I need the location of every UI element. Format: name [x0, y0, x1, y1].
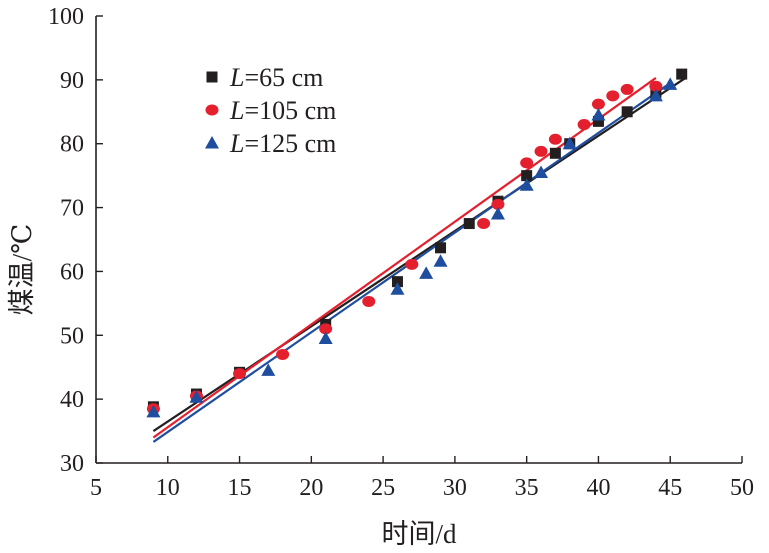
y-axis-title: 煤温/℃	[7, 224, 37, 316]
data-point-circle	[362, 295, 376, 307]
data-point-triangle	[663, 77, 678, 90]
data-point-triangle	[534, 165, 549, 178]
x-tick-label: 45	[658, 475, 682, 501]
legend-marker-square	[206, 71, 218, 83]
x-tick-label: 15	[228, 475, 252, 501]
data-point-circle	[491, 198, 505, 210]
data-point-circle	[534, 145, 548, 157]
data-point-triangle	[318, 331, 333, 344]
x-tick-label: 25	[371, 475, 395, 501]
data-point-triangle	[390, 282, 405, 295]
x-tick-label: 30	[443, 475, 467, 501]
x-tick-label: 10	[156, 475, 180, 501]
data-point-circle	[577, 119, 591, 131]
axes: 5 10 15 20 25 30 35 40 45 50 30 40 50 60 70 80 90 100	[48, 4, 754, 501]
x-tick-label: 35	[515, 475, 539, 501]
y-tick-label: 60	[60, 259, 84, 285]
y-tick-label: 50	[60, 323, 84, 349]
y-tick-label: 70	[60, 196, 84, 222]
data-point-square	[391, 276, 403, 288]
legend-label-value: =65 cm	[244, 63, 323, 92]
data-point-triangle	[189, 390, 204, 403]
legend-label-variable: L	[229, 129, 244, 158]
data-point-circle	[606, 90, 620, 102]
data-point-triangle	[490, 206, 505, 220]
legend-marker-triangle	[205, 136, 219, 149]
y-tick-label: 100	[48, 4, 84, 30]
data-point-circle	[405, 258, 419, 270]
legend-label-variable: L	[229, 96, 244, 125]
y-tick-label: 40	[60, 387, 84, 413]
data-point-square	[521, 170, 533, 182]
data-point-circle	[548, 133, 562, 145]
legend-label: L=105 cm	[229, 96, 336, 125]
data-point-triangle	[146, 404, 161, 418]
fit-line-circle	[152, 77, 657, 439]
y-tick-label: 80	[60, 132, 84, 158]
x-tick-label: 5	[90, 475, 102, 501]
data-point-triangle	[419, 266, 434, 279]
data-point-triangle	[261, 363, 276, 376]
data-point-circle	[591, 98, 605, 110]
data-point-square	[592, 115, 604, 127]
data-point-triangle	[433, 254, 448, 267]
data-point-square	[549, 147, 561, 159]
legend-label-variable: L	[229, 63, 244, 92]
data-point-square	[463, 218, 475, 230]
data-point-triangle	[519, 178, 534, 191]
data-point-circle	[276, 348, 290, 360]
data-point-triangle	[648, 88, 663, 102]
legend-label: L=125 cm	[229, 129, 336, 158]
x-tick-label: 20	[299, 475, 323, 501]
x-tick-label: 40	[586, 475, 610, 501]
data-points	[146, 68, 688, 418]
x-tick-label: 50	[730, 475, 754, 501]
data-point-circle	[649, 80, 663, 92]
data-point-circle	[620, 83, 634, 95]
legend-label: L=65 cm	[229, 63, 323, 92]
data-point-circle	[319, 323, 333, 335]
legend: L=65 cmL=105 cmL=125 cm	[205, 63, 336, 158]
x-axis-title: 时间/d	[381, 519, 457, 549]
data-point-square	[621, 106, 633, 118]
legend-label-value: =125 cm	[244, 129, 336, 158]
data-point-triangle	[562, 136, 577, 150]
y-tick-label: 30	[60, 451, 84, 477]
data-point-circle	[520, 157, 534, 169]
y-tick-label: 90	[60, 68, 84, 94]
data-point-circle	[233, 368, 247, 380]
data-point-square	[676, 68, 688, 80]
data-point-square	[435, 242, 447, 254]
data-point-triangle	[591, 107, 606, 121]
legend-marker-circle	[205, 104, 219, 116]
data-point-circle	[477, 218, 491, 230]
legend-label-value: =105 cm	[244, 96, 336, 125]
